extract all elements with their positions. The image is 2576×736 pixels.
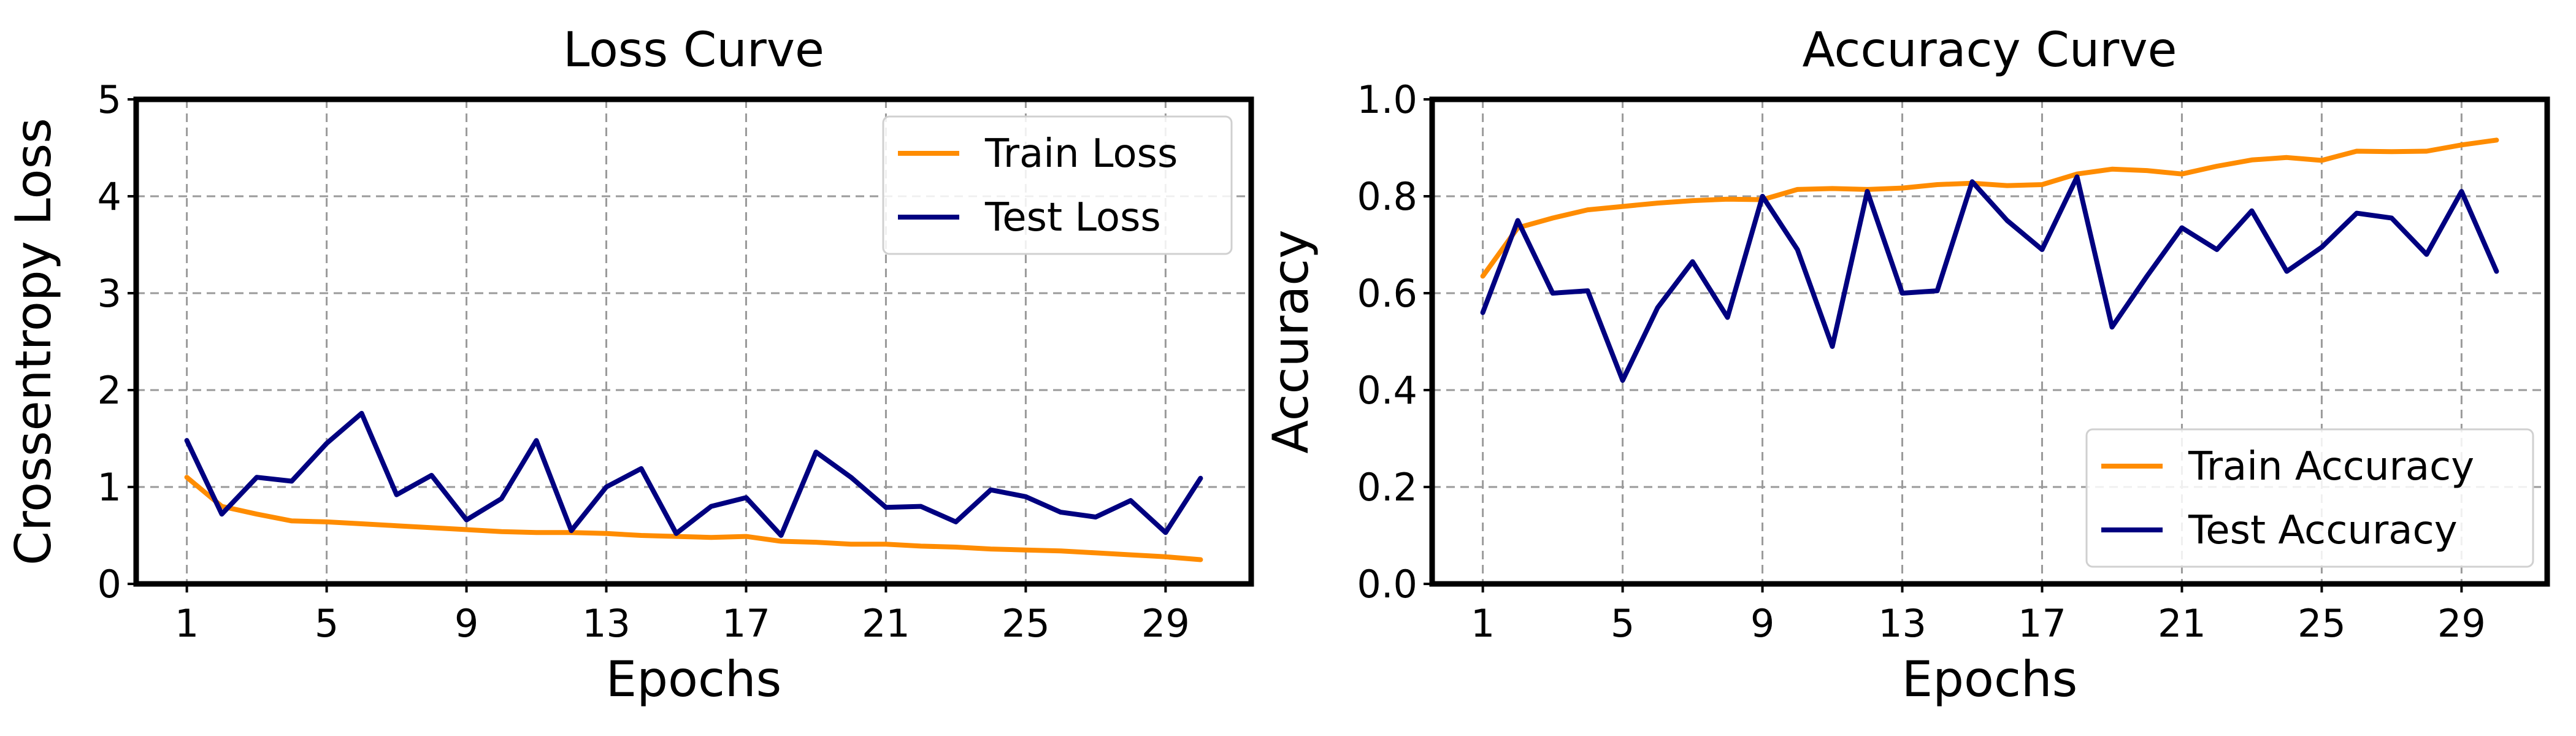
loss-legend: Train Loss Test Loss [882,115,1233,255]
x-tick-label: 25 [1002,601,1050,646]
x-tick-label: 1 [175,601,199,646]
accuracy-legend: Train Accuracy Test Accuracy [2085,428,2534,568]
y-tick-label: 0.2 [1357,465,1417,510]
x-axis-label: Epochs [1902,651,2078,708]
plot-frame [1429,96,2550,587]
accuracy-series-train-line [1480,137,2499,279]
x-tick-label: 17 [2018,601,2066,646]
y-tick-label: 0 [98,562,121,607]
x-tick-label: 5 [315,601,339,646]
y-tick-label: 0.8 [1357,174,1417,219]
y-tick-label: 2 [98,368,121,413]
y-tick-label: 4 [98,174,121,219]
legend-label: Train Accuracy [2188,444,2474,489]
legend-box [2085,428,2534,568]
x-tick-label: 9 [454,601,478,646]
y-tick-label: 3 [98,271,121,316]
x-tick-label: 5 [1611,601,1635,646]
y-tick-label: 0.6 [1357,271,1417,316]
loss-chart: 1 5 9 13 17 21 25 29 0 1 2 3 4 5 Loss Curve Epochs Cross… [5,23,1254,708]
x-tick-label: 21 [2158,601,2206,646]
y-tick-label: 0.4 [1357,368,1417,413]
x-tick-label: 25 [2298,601,2346,646]
x-tick-label: 17 [722,601,770,646]
x-tick-label: 9 [1750,601,1774,646]
legend-label: Train Loss [984,131,1178,177]
accuracy-chart: 1 5 9 13 17 21 25 29 0.0 0.2 0.4 0.6 0.8 1.0 Accuracy … [1262,23,2550,708]
x-tick-label: 13 [582,601,631,646]
x-tick-label: 1 [1471,601,1495,646]
y-tick-label: 1 [98,465,121,510]
y-axis-label: Crossentropy Loss [5,118,62,565]
chart-title: Loss Curve [563,23,824,78]
legend-label: Test Loss [984,195,1161,240]
x-tick-label: 21 [862,601,910,646]
y-tick-label: 0.0 [1357,562,1417,607]
plot-frame [133,96,1254,587]
y-tick-label: 5 [98,77,121,122]
x-axis-label: Epochs [606,651,782,708]
y-tick-label: 1.0 [1357,77,1417,122]
x-tick-label: 29 [2437,601,2486,646]
legend-label: Test Accuracy [2188,508,2458,553]
x-tick-label: 13 [1878,601,1926,646]
legend-box [882,115,1233,255]
loss-series-test-line [184,410,1203,538]
accuracy-series-test-line [1480,174,2499,383]
loss-series-train-line [184,475,1203,562]
y-axis-label: Accuracy [1262,229,1319,453]
chart-title: Accuracy Curve [1802,23,2177,78]
x-tick-label: 29 [1141,601,1190,646]
